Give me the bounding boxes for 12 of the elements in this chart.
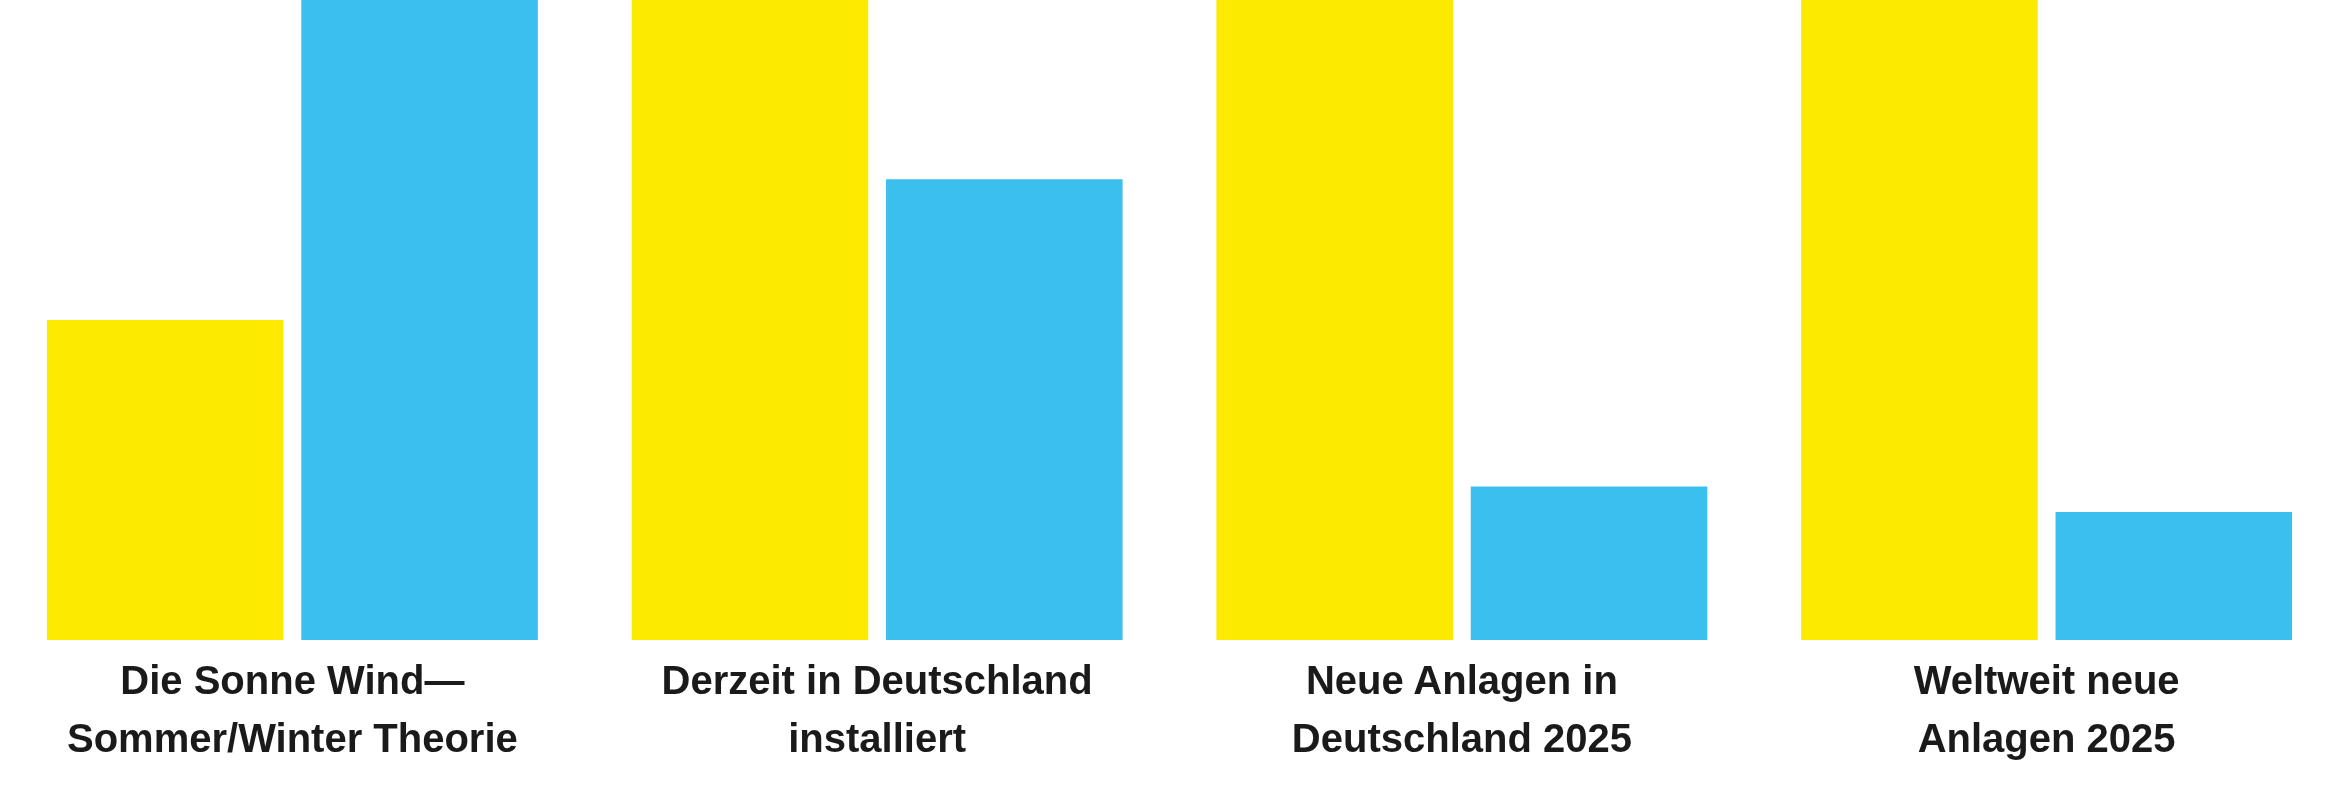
bar <box>301 0 538 640</box>
bar <box>46 320 284 640</box>
bar <box>1470 486 1708 640</box>
x-tick-label: Derzeit in Deutschland installiert <box>661 658 1093 761</box>
x-tick-label: Die Sonne Wind— Sommer/Winter Theorie <box>66 658 518 761</box>
bar <box>1216 0 1453 640</box>
bar <box>1801 0 2038 640</box>
bar <box>886 179 1123 640</box>
x-tick-label: Weltweit neue Anlagen 2025 <box>1913 658 2180 761</box>
bar <box>631 0 869 640</box>
bar <box>2055 512 2293 640</box>
x-tick-label: Neue Anlagen in Deutschland 2025 <box>1291 658 1632 761</box>
